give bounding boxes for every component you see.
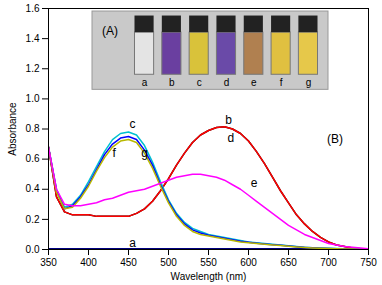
svg-text:1.6: 1.6: [26, 3, 40, 14]
svg-text:700: 700: [320, 257, 337, 268]
svg-text:0.8: 0.8: [26, 123, 40, 134]
svg-text:b: b: [169, 77, 175, 88]
svg-text:0.0: 0.0: [26, 244, 40, 255]
svg-text:d: d: [224, 77, 230, 88]
svg-text:600: 600: [240, 257, 257, 268]
svg-text:0.2: 0.2: [26, 214, 40, 225]
svg-text:450: 450: [120, 257, 137, 268]
svg-text:d: d: [228, 131, 235, 145]
svg-text:g: g: [306, 77, 312, 88]
svg-text:500: 500: [160, 257, 177, 268]
svg-text:g: g: [141, 146, 148, 160]
svg-text:a: a: [129, 236, 136, 250]
svg-text:Absorbance: Absorbance: [7, 102, 18, 156]
svg-text:0.4: 0.4: [26, 183, 40, 194]
svg-text:550: 550: [200, 257, 217, 268]
svg-text:(B): (B): [327, 132, 343, 146]
svg-text:0.6: 0.6: [26, 153, 40, 164]
svg-text:c: c: [197, 77, 202, 88]
svg-text:c: c: [130, 117, 136, 131]
svg-text:Wavelength (nm): Wavelength (nm): [171, 271, 247, 282]
svg-text:(A): (A): [102, 24, 118, 38]
svg-text:e: e: [251, 176, 258, 190]
svg-text:400: 400: [80, 257, 97, 268]
svg-text:b: b: [225, 113, 232, 127]
svg-text:1.0: 1.0: [26, 93, 40, 104]
svg-text:a: a: [142, 77, 148, 88]
svg-text:350: 350: [40, 257, 57, 268]
svg-text:650: 650: [280, 257, 297, 268]
svg-text:e: e: [251, 77, 257, 88]
svg-text:750: 750: [360, 257, 377, 268]
svg-text:f: f: [280, 77, 283, 88]
svg-text:1.4: 1.4: [26, 33, 40, 44]
svg-text:f: f: [112, 146, 116, 160]
svg-text:1.2: 1.2: [26, 63, 40, 74]
